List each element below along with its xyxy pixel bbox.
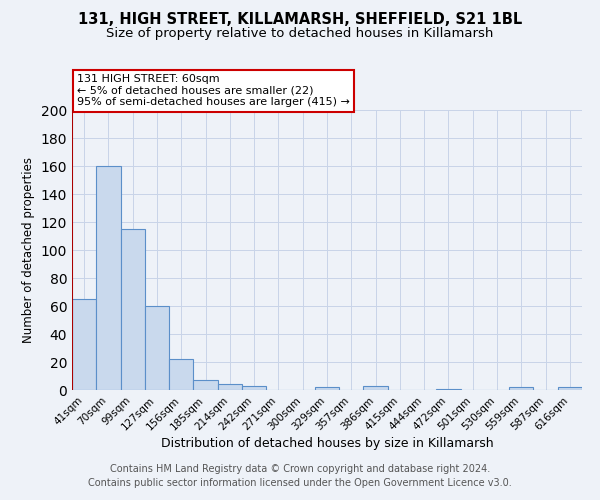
Bar xyxy=(436,388,461,390)
Text: Contains HM Land Registry data © Crown copyright and database right 2024.
Contai: Contains HM Land Registry data © Crown c… xyxy=(88,464,512,487)
Bar xyxy=(364,386,388,390)
Bar xyxy=(509,387,533,390)
Text: 131 HIGH STREET: 60sqm
← 5% of detached houses are smaller (22)
95% of semi-deta: 131 HIGH STREET: 60sqm ← 5% of detached … xyxy=(77,74,350,107)
Bar xyxy=(242,386,266,390)
Y-axis label: Number of detached properties: Number of detached properties xyxy=(22,157,35,343)
Bar xyxy=(558,387,582,390)
Bar xyxy=(218,384,242,390)
Bar xyxy=(121,229,145,390)
Bar xyxy=(72,299,96,390)
Text: Size of property relative to detached houses in Killamarsh: Size of property relative to detached ho… xyxy=(106,28,494,40)
Bar xyxy=(315,387,339,390)
X-axis label: Distribution of detached houses by size in Killamarsh: Distribution of detached houses by size … xyxy=(161,438,493,450)
Bar xyxy=(96,166,121,390)
Bar xyxy=(169,359,193,390)
Bar xyxy=(193,380,218,390)
Bar xyxy=(145,306,169,390)
Text: 131, HIGH STREET, KILLAMARSH, SHEFFIELD, S21 1BL: 131, HIGH STREET, KILLAMARSH, SHEFFIELD,… xyxy=(78,12,522,28)
